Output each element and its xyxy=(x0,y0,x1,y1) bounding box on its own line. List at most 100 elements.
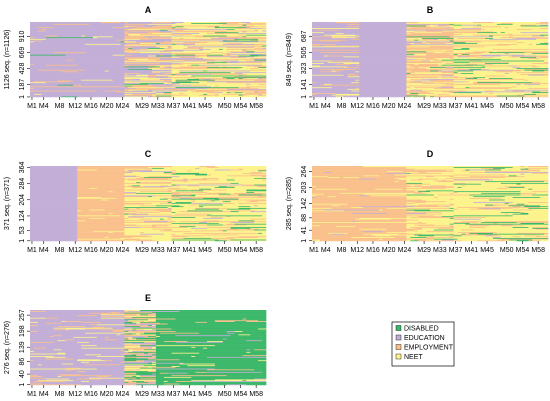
sequence-segment xyxy=(171,49,204,51)
sequence-segment xyxy=(359,195,368,197)
sequence-segment xyxy=(151,170,172,172)
sequence-segment xyxy=(433,224,470,226)
sequence-segment xyxy=(238,207,267,209)
sequence-segment xyxy=(30,93,35,95)
sequence-segment xyxy=(155,370,267,372)
sequence-segment xyxy=(155,95,172,97)
sequence-segment xyxy=(226,207,239,209)
sequence-segment xyxy=(124,23,149,25)
x-tick-label: M16 xyxy=(366,247,380,254)
sequence-segment xyxy=(30,52,172,54)
sequence-segment xyxy=(230,239,267,241)
sequence-segment xyxy=(234,192,267,194)
sequence-segment xyxy=(171,26,176,28)
sequence-segment xyxy=(30,80,58,82)
sequence-segment xyxy=(312,85,407,87)
sequence-segment xyxy=(469,81,478,83)
sequence-segment xyxy=(218,195,263,197)
sequence-segment xyxy=(524,68,549,70)
sequence-segment xyxy=(406,31,415,33)
sequence-segment xyxy=(485,52,490,54)
x-tick-label: M4 xyxy=(39,103,49,110)
sequence-segment xyxy=(203,190,247,192)
sequence-segment xyxy=(132,186,165,188)
sequence-segment xyxy=(418,178,439,180)
sequence-segment xyxy=(214,169,231,171)
sequence-segment xyxy=(96,169,153,171)
x-tick-label: M50 xyxy=(500,247,514,254)
sequence-segment xyxy=(406,36,450,38)
sequence-segment xyxy=(207,54,224,56)
sequence-segment xyxy=(171,201,192,203)
sequence-segment xyxy=(199,172,243,174)
sequence-segment xyxy=(30,189,78,191)
sequence-segment xyxy=(234,330,243,332)
sequence-segment xyxy=(378,175,454,177)
sequence-segment xyxy=(108,231,113,233)
sequence-segment xyxy=(528,171,549,173)
sequence-segment xyxy=(132,171,165,173)
sequence-segment xyxy=(453,227,533,229)
sequence-segment xyxy=(30,370,66,372)
sequence-segment xyxy=(191,355,196,357)
sequence-segment xyxy=(406,74,454,76)
sequence-segment xyxy=(453,229,462,231)
sequence-segment xyxy=(120,237,172,239)
sequence-segment xyxy=(171,231,192,233)
sequence-segment xyxy=(481,207,502,209)
sequence-segment xyxy=(85,328,102,330)
sequence-segment xyxy=(449,25,521,27)
sequence-segment xyxy=(171,95,267,97)
sequence-segment xyxy=(214,199,220,201)
sequence-segment xyxy=(30,202,78,204)
sequence-segment xyxy=(191,199,196,201)
sequence-segment xyxy=(222,341,267,343)
sequence-segment xyxy=(151,373,157,375)
sequence-segment xyxy=(532,92,549,94)
sequence-segment xyxy=(532,172,549,174)
sequence-segment xyxy=(312,27,407,29)
sequence-segment xyxy=(30,168,78,170)
sequence-segment xyxy=(163,376,192,378)
sequence-segment xyxy=(199,82,227,84)
sequence-segment xyxy=(406,71,454,73)
sequence-segment xyxy=(508,87,529,89)
sequence-segment xyxy=(140,375,157,377)
sequence-segment xyxy=(207,56,255,58)
sequence-segment xyxy=(128,320,157,322)
x-tick-label: M12 xyxy=(68,247,82,254)
sequence-segment xyxy=(222,201,231,203)
sequence-segment xyxy=(331,37,356,39)
sequence-segment xyxy=(30,313,102,315)
sequence-segment xyxy=(504,240,517,242)
sequence-segment xyxy=(30,350,121,352)
sequence-segment xyxy=(445,62,454,64)
sequence-segment xyxy=(414,87,439,89)
sequence-segment xyxy=(163,171,172,173)
sequence-segment xyxy=(218,37,267,39)
x-tick-label: M8 xyxy=(337,247,347,254)
sequence-segment xyxy=(544,35,549,37)
sequence-segment xyxy=(45,322,62,324)
sequence-segment xyxy=(195,57,231,59)
sequence-segment xyxy=(414,63,419,65)
sequence-segment xyxy=(312,83,325,85)
sequence-segment xyxy=(77,359,102,361)
sequence-segment xyxy=(195,355,267,357)
sequence-segment xyxy=(81,361,90,363)
sequence-segment xyxy=(312,70,332,72)
sequence-segment xyxy=(406,186,423,188)
sequence-segment xyxy=(171,62,208,64)
sequence-segment xyxy=(485,77,549,79)
sequence-segment xyxy=(171,81,176,83)
sequence-segment xyxy=(453,203,517,205)
sequence-segment xyxy=(426,171,470,173)
sequence-segment xyxy=(406,92,431,94)
sequence-segment xyxy=(128,330,176,332)
sequence-segment xyxy=(312,37,407,39)
sequence-segment xyxy=(100,354,133,356)
sequence-segment xyxy=(77,204,125,206)
sequence-segment xyxy=(155,345,216,347)
sequence-segment xyxy=(406,47,454,49)
sequence-segment xyxy=(512,22,537,24)
